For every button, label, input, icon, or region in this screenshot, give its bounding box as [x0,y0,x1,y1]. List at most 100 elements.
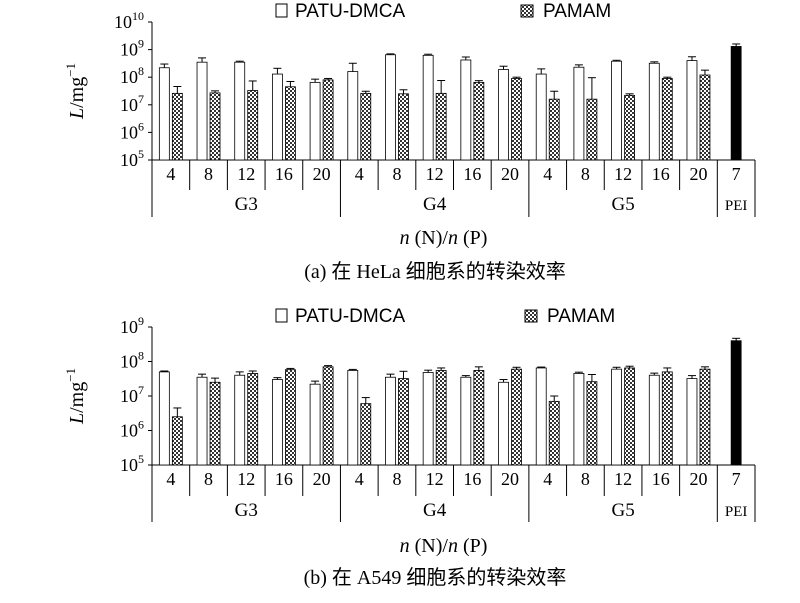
x-tick-label: 7 [732,164,741,184]
bar-patu-dmca [686,378,698,466]
bar-patu-dmca [573,373,585,466]
bar-pamam [473,370,485,466]
group-label-pei: PEI [725,504,748,520]
legend-label-patu-dmca: PATU-DMCA [295,1,405,22]
legend-swatch-patu-dmca [275,3,288,18]
legend-label-patu-dmca: PATU-DMCA [295,306,405,327]
bar-pamam [360,403,372,466]
x-tick-label: 4 [543,469,552,489]
group-label: G5 [611,500,634,521]
bar-patu-dmca [573,66,585,161]
group-label: G4 [423,194,447,215]
bar-patu-dmca [347,370,359,466]
x-tick-label: 12 [237,164,255,184]
y-tick-label: 105 [120,147,144,170]
bar-pamam [511,368,522,466]
x-tick-label: 7 [732,469,741,489]
x-tick-label: 20 [689,164,707,184]
bar-pamam [285,86,296,161]
x-tick-label: 12 [614,164,632,184]
bar-pamam [209,381,221,466]
x-tick-label: 8 [392,164,401,184]
x-tick-label: 20 [501,164,519,184]
caption: (a) 在 HeLa 细胞系的转染效率 [304,260,566,283]
x-tick-label: 12 [237,469,255,489]
bar-pamam [322,366,334,466]
legend-swatch-pamam [524,309,538,323]
bar-patu-dmca [196,61,208,161]
bar-pamam [209,92,221,161]
x-tick-label: 16 [275,469,293,489]
bar-patu-dmca [422,372,434,466]
bar-pamam [360,92,372,161]
y-tick-label: 109 [120,37,144,60]
bar-patu-dmca [498,69,509,161]
group-label: G4 [423,500,447,521]
bar-patu-dmca [611,60,622,161]
bar-pamam [322,79,334,161]
bar-pamam [548,400,560,466]
bar-pamam [435,370,447,466]
y-tick-label: 109 [120,314,144,337]
legend-swatch-patu-dmca [275,308,288,323]
legend-label-pamam: PAMAM [547,306,615,327]
bar-patu-dmca [686,60,698,161]
bar-pamam [511,78,522,161]
y-tick-label: 108 [120,349,144,372]
bar-pamam [247,373,259,466]
x-tick-label: 12 [426,164,444,184]
bar-pamam [548,98,560,161]
bar-pei [730,340,742,466]
y-axis-label: L/mg−1 [63,63,88,120]
legend-swatch-pamam [520,4,534,18]
bar-patu-dmca [648,62,660,161]
y-tick-label: 108 [120,64,144,87]
y-tick-label: 107 [120,92,144,115]
x-tick-label: 4 [166,469,175,489]
x-tick-label: 20 [501,469,519,489]
group-label-pei: PEI [725,198,748,214]
bar-pamam [398,378,409,466]
group-label: G3 [235,194,258,215]
bar-pamam [171,416,183,466]
bar-pamam [398,93,409,161]
x-tick-label: 8 [581,164,590,184]
y-tick-label: 105 [120,452,144,475]
bar-patu-dmca [347,71,359,161]
bar-pamam [699,368,711,466]
bar-pamam [247,90,259,161]
bar-pamam [624,94,635,161]
x-tick-label: 4 [166,164,175,184]
x-tick-label: 12 [426,469,444,489]
y-tick-label: 106 [120,418,144,441]
x-tick-label: 12 [614,469,632,489]
x-tick-label: 8 [204,164,213,184]
group-label: G3 [235,500,258,521]
x-tick-label: 20 [689,469,707,489]
x-tick-label: 4 [543,164,552,184]
x-tick-label: 16 [652,469,670,489]
x-tick-label: 16 [275,164,293,184]
bar-patu-dmca [460,59,472,161]
bar-patu-dmca [648,374,660,466]
bar-pamam [699,74,711,161]
x-tick-label: 20 [313,469,331,489]
bar-patu-dmca [272,73,283,161]
bar-pamam [661,78,673,161]
bar-patu-dmca [422,54,434,161]
bar-patu-dmca [309,383,321,466]
bar-patu-dmca [309,81,321,161]
bar-patu-dmca [158,67,170,161]
y-tick-label: 106 [120,119,144,142]
bar-pamam [171,92,183,161]
x-tick-label: 16 [463,469,481,489]
bar-patu-dmca [385,376,396,466]
bar-pamam [624,367,635,466]
chart-panel-a: 105 106 107 108 109 1010 L/mg−1 4 8 12 16 20 G3 4 8 12 1… [63,1,756,283]
y-tick-label: 1010 [114,9,144,32]
group-label: G5 [611,194,634,215]
bar-pamam [586,98,598,161]
bar-patu-dmca [535,73,547,161]
bar-patu-dmca [234,61,246,161]
